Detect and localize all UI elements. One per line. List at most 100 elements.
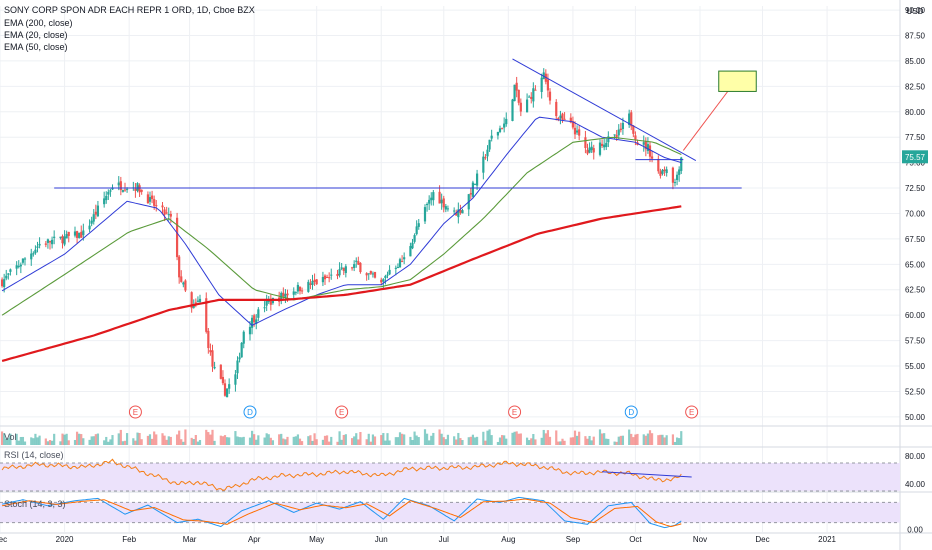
candle[interactable]: [32, 251, 35, 257]
candle[interactable]: [555, 99, 558, 121]
candle[interactable]: [617, 124, 620, 140]
candle[interactable]: [505, 112, 508, 127]
candle[interactable]: [134, 183, 137, 198]
candle[interactable]: [500, 127, 504, 130]
candle[interactable]: [80, 225, 83, 238]
candle[interactable]: [63, 230, 66, 247]
candle[interactable]: [380, 277, 383, 286]
earnings-marker[interactable]: E: [685, 405, 699, 419]
candle[interactable]: [307, 279, 310, 293]
candle[interactable]: [155, 199, 158, 212]
candle[interactable]: [219, 364, 222, 380]
candle[interactable]: [65, 230, 68, 239]
candle[interactable]: [571, 116, 575, 130]
candle[interactable]: [148, 191, 152, 205]
candle[interactable]: [592, 144, 595, 160]
projection-arrow-line[interactable]: [682, 80, 736, 151]
candle[interactable]: [642, 135, 645, 152]
candle[interactable]: [209, 343, 212, 356]
candle[interactable]: [73, 226, 77, 238]
candle[interactable]: [255, 314, 258, 330]
legend-ema50[interactable]: EMA (50, close): [4, 42, 68, 52]
candle[interactable]: [336, 269, 339, 280]
candle[interactable]: [446, 205, 450, 212]
candle[interactable]: [355, 257, 358, 268]
candle[interactable]: [423, 204, 427, 224]
candle[interactable]: [296, 282, 300, 294]
candle[interactable]: [473, 183, 477, 186]
candle[interactable]: [650, 150, 654, 163]
candle[interactable]: [242, 330, 245, 349]
candle[interactable]: [484, 154, 487, 160]
candle[interactable]: [53, 230, 56, 245]
candle[interactable]: [9, 268, 12, 276]
candle[interactable]: [613, 134, 616, 139]
candle[interactable]: [598, 139, 602, 157]
candle[interactable]: [525, 93, 529, 113]
candle[interactable]: [563, 112, 566, 120]
candle[interactable]: [367, 273, 370, 280]
candle[interactable]: [78, 232, 81, 239]
candle[interactable]: [330, 268, 333, 280]
candle[interactable]: [534, 85, 537, 91]
candle[interactable]: [661, 168, 664, 176]
candle[interactable]: [350, 266, 354, 271]
candle[interactable]: [180, 270, 183, 283]
candle[interactable]: [109, 188, 112, 197]
candle[interactable]: [250, 314, 254, 335]
candle[interactable]: [213, 361, 216, 370]
candle[interactable]: [75, 230, 79, 244]
candle[interactable]: [309, 279, 312, 290]
candle[interactable]: [88, 219, 91, 233]
candle[interactable]: [30, 248, 33, 266]
candle[interactable]: [265, 294, 268, 312]
candle[interactable]: [236, 356, 239, 379]
candle[interactable]: [632, 125, 635, 138]
candle[interactable]: [198, 294, 202, 304]
candle[interactable]: [107, 189, 110, 200]
candle[interactable]: [573, 121, 577, 140]
candle[interactable]: [19, 262, 22, 274]
candle[interactable]: [600, 139, 604, 148]
candle[interactable]: [67, 231, 70, 243]
candle[interactable]: [517, 89, 520, 106]
candle[interactable]: [417, 218, 420, 230]
candle[interactable]: [644, 137, 647, 157]
candle[interactable]: [221, 370, 225, 386]
earnings-marker[interactable]: E: [128, 405, 142, 419]
candle[interactable]: [428, 195, 431, 211]
candle[interactable]: [15, 261, 18, 276]
drawings[interactable]: [54, 58, 757, 189]
candle[interactable]: [648, 141, 652, 162]
candle[interactable]: [528, 95, 531, 98]
candle[interactable]: [211, 344, 214, 372]
candle[interactable]: [490, 129, 493, 142]
legend-ema200[interactable]: EMA (200, close): [4, 18, 73, 28]
candle[interactable]: [138, 183, 141, 197]
candle[interactable]: [338, 262, 341, 278]
candle[interactable]: [630, 110, 633, 131]
candle[interactable]: [546, 73, 550, 98]
candle[interactable]: [178, 254, 181, 284]
candle[interactable]: [313, 273, 316, 286]
candle[interactable]: [675, 171, 679, 186]
candle[interactable]: [415, 220, 418, 236]
candle[interactable]: [103, 191, 106, 208]
candle[interactable]: [519, 98, 522, 117]
candle[interactable]: [386, 271, 389, 279]
candle[interactable]: [394, 265, 397, 276]
candle[interactable]: [234, 369, 237, 392]
candle[interactable]: [457, 202, 460, 224]
candle[interactable]: [50, 236, 54, 249]
candle[interactable]: [586, 143, 589, 156]
candle[interactable]: [121, 189, 125, 193]
candle[interactable]: [607, 131, 610, 148]
candle[interactable]: [411, 238, 414, 250]
candle[interactable]: [34, 245, 37, 255]
candle[interactable]: [298, 286, 302, 295]
candle[interactable]: [344, 264, 347, 278]
candle[interactable]: [325, 274, 329, 279]
candle[interactable]: [315, 279, 318, 285]
candle[interactable]: [194, 298, 197, 308]
